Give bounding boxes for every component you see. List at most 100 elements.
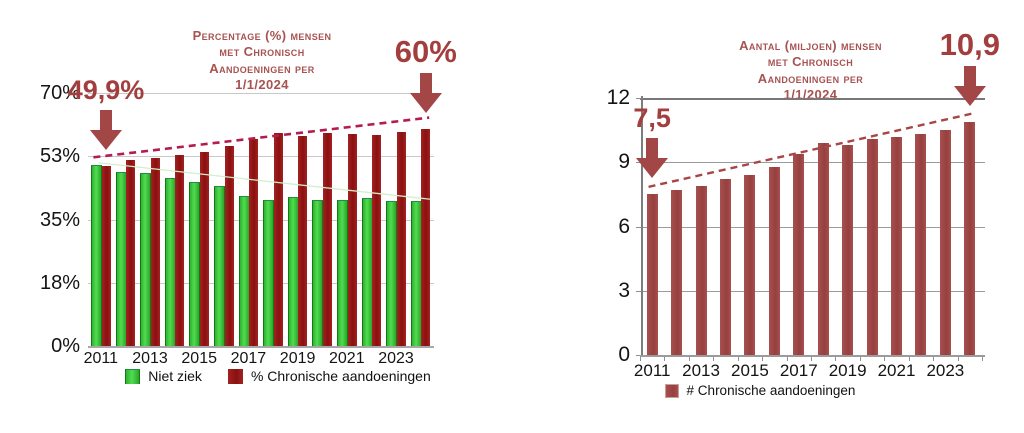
bar-2011-chronisch	[101, 165, 111, 346]
bar-2012-niet-ziek	[115, 171, 127, 347]
bar-2017-chronisch	[793, 153, 805, 355]
y-axis-label: 12	[606, 86, 630, 109]
chart-title: Percentage (%) mensen met Chronisch Aandoe…	[142, 28, 382, 93]
grid-line	[88, 156, 434, 158]
legend-swatch-icon	[125, 368, 141, 384]
x-axis-tick	[737, 357, 739, 361]
bar-2022-niet-ziek	[361, 197, 373, 347]
y-axis-label: 53%	[39, 145, 80, 168]
grid-line	[88, 219, 434, 221]
legend-label: Niet ziek	[148, 368, 202, 384]
down-arrow-icon	[90, 109, 122, 150]
y-axis-label: 6	[618, 214, 630, 238]
x-axis-line	[640, 355, 985, 357]
grid-line	[640, 226, 985, 228]
legend-swatch-icon	[227, 368, 243, 384]
y-axis-tick	[636, 226, 641, 228]
annotation-value: 10,9	[939, 26, 1000, 62]
bar-2016-niet-ziek	[214, 185, 225, 347]
chart-title-line: 1/1/2024	[783, 86, 838, 102]
y-axis-label: 0%	[51, 335, 80, 357]
bar-2017-chronisch	[249, 138, 259, 346]
x-axis-label: 2023	[378, 350, 414, 367]
bar-2021-niet-ziek	[337, 199, 348, 347]
x-axis-tick	[786, 357, 788, 361]
y-axis-tick	[636, 162, 641, 164]
bar-2023-chronisch	[396, 132, 406, 346]
down-arrow-icon	[409, 73, 442, 114]
chart-title-line: Aandoeningen per	[757, 70, 864, 86]
bar-2013-chronisch	[695, 185, 707, 355]
bar-2018-chronisch	[273, 133, 283, 346]
bar-2015-chronisch	[199, 152, 209, 346]
bar-2016-chronisch	[768, 166, 780, 355]
chart-title-line: met Chronisch	[219, 44, 305, 60]
legend-item: # Chronische aandoeningen	[664, 383, 856, 398]
bar-2019-niet-ziek	[287, 197, 299, 347]
x-axis-label: 2017	[779, 361, 818, 380]
legend-item: % Chronische aandoeningen	[227, 368, 431, 384]
bar-2020-chronisch	[322, 132, 332, 346]
x-axis-label: 2015	[730, 361, 769, 380]
bar-2012-chronisch	[671, 190, 683, 355]
bar-2011-chronisch	[646, 194, 658, 355]
legend-label: % Chronische aandoeningen	[250, 368, 431, 384]
legend: # Chronische aandoeningen	[600, 383, 920, 398]
bar-2011-niet-ziek	[91, 164, 102, 347]
bar-2014-chronisch	[719, 179, 731, 355]
bar-2019-chronisch	[298, 135, 308, 346]
x-axis-label: 2015	[181, 350, 217, 367]
annotation-value: 7,5	[633, 103, 671, 134]
y-axis-label: 3	[618, 278, 630, 302]
bar-2021-chronisch	[347, 133, 357, 346]
bar-2012-chronisch	[126, 160, 136, 346]
legend-item: Niet ziek	[125, 368, 202, 384]
y-axis-tick	[636, 98, 641, 99]
bar-2024-chronisch	[421, 129, 431, 346]
bar-2016-chronisch	[224, 145, 234, 346]
chart-title-line: Aantal (miljoen) mensen	[739, 38, 882, 53]
x-axis-tick	[835, 357, 837, 361]
bar-2024-niet-ziek	[410, 201, 422, 347]
x-axis-tick	[811, 357, 812, 361]
grid-line	[640, 290, 985, 292]
x-axis-tick	[713, 357, 715, 361]
y-axis-label: 70%	[39, 82, 80, 104]
chart-title-line: Aandoeningen per	[209, 60, 315, 76]
bar-2015-niet-ziek	[189, 181, 201, 347]
x-axis-tick	[982, 357, 984, 361]
x-axis-label: 2013	[132, 350, 168, 367]
bar-2014-chronisch	[175, 154, 185, 346]
chart-title-line: met Chronisch	[767, 54, 854, 70]
y-axis-label: 35%	[39, 208, 80, 231]
bar-2020-chronisch	[866, 138, 878, 355]
y-axis-label: 9	[618, 150, 630, 174]
bar-2018-chronisch	[817, 142, 829, 355]
x-axis-line	[88, 346, 434, 348]
legend-label: # Chronische aandoeningen	[686, 383, 856, 398]
x-axis-label: 2011	[83, 350, 118, 367]
bar-2023-chronisch	[939, 130, 951, 355]
x-axis-tick	[762, 357, 764, 361]
x-axis-tick	[908, 357, 910, 361]
x-axis-tick	[688, 357, 690, 361]
x-axis-tick	[859, 357, 861, 361]
x-axis-tick	[957, 357, 959, 361]
y-axis-line	[641, 96, 643, 355]
x-axis-label: 2023	[926, 361, 965, 380]
x-axis-label: 2019	[279, 350, 316, 367]
x-axis-label: 2013	[682, 361, 720, 380]
grid-line	[640, 98, 985, 100]
y-axis-label: 18%	[39, 271, 80, 294]
y-axis-tick	[636, 355, 641, 356]
legend-swatch-icon	[664, 383, 679, 398]
x-axis-label: 2021	[877, 361, 916, 380]
y-axis-tick	[636, 290, 641, 292]
x-axis-label: 2021	[329, 350, 365, 367]
y-axis-label: 0	[618, 343, 630, 366]
chart-title: Aantal (miljoen) mensen met Chronisch Aand…	[688, 38, 933, 103]
x-axis-label: 2017	[230, 350, 267, 367]
bar-2017-niet-ziek	[238, 196, 250, 347]
chart-title-line: 1/1/2024	[235, 76, 289, 92]
